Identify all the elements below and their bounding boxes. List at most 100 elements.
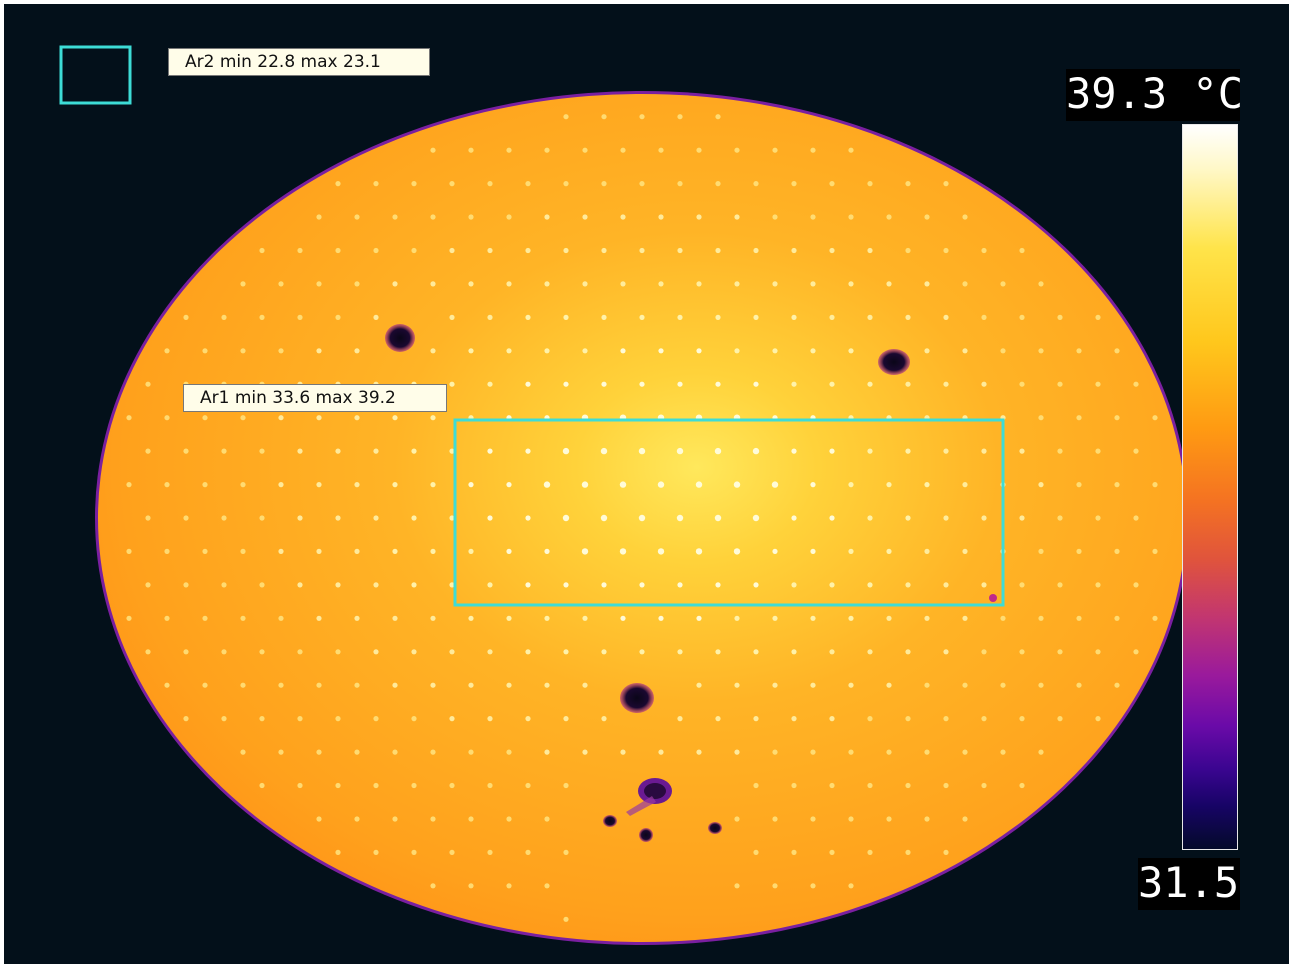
perforation-dot — [373, 247, 379, 254]
perforation-dot — [316, 348, 322, 354]
perforation-dot — [867, 381, 873, 387]
perforation-dot — [373, 515, 379, 521]
perforation-dot — [943, 381, 949, 387]
perforation-dot — [259, 782, 265, 789]
perforation-dot — [600, 514, 608, 522]
perforation-dot — [354, 816, 360, 822]
perforation-dot — [753, 849, 759, 856]
perforation-dot — [582, 281, 588, 287]
perforation-dot — [297, 247, 303, 254]
perforation-dot — [1000, 281, 1006, 287]
perforation-dot — [924, 816, 930, 822]
perforation-dot — [525, 716, 531, 722]
perforation-dot — [791, 247, 797, 254]
thermal-image-frame: Ar2 min 22.8 max 23.1 Ar1 min 33.6 max 3… — [4, 4, 1289, 964]
perforation-dot — [772, 548, 778, 555]
perforation-dot — [468, 682, 474, 688]
perforation-dot — [791, 716, 797, 722]
perforation-dot — [1057, 448, 1063, 454]
perforation-dot — [525, 448, 531, 454]
perforation-dot — [905, 515, 911, 521]
perforation-dot — [316, 682, 322, 688]
perforation-dot — [183, 448, 189, 454]
perforation-dot — [259, 582, 265, 588]
perforation-dot — [771, 481, 779, 488]
perforation-dot — [829, 582, 835, 588]
perforation-dot — [506, 147, 512, 153]
perforation-dot — [543, 481, 551, 488]
perforation-dot — [544, 548, 550, 555]
perforation-dot — [392, 615, 398, 621]
perforation-dot — [183, 716, 189, 722]
perforation-dot — [886, 548, 892, 555]
perforation-dot — [753, 314, 759, 320]
perforation-dot — [1133, 582, 1139, 588]
ar2-measurement-box[interactable] — [59, 45, 132, 105]
perforation-dot — [1000, 749, 1006, 755]
perforation-dot — [544, 883, 550, 889]
perforation-dot — [430, 883, 436, 889]
perforation-dot — [468, 883, 474, 889]
perforation-dot — [1152, 615, 1158, 621]
perforation-dot — [1057, 314, 1063, 320]
perforation-dot — [335, 716, 341, 722]
perforation-dot — [677, 181, 683, 187]
perforation-dot — [297, 314, 303, 320]
perforation-dot — [829, 515, 835, 521]
perforation-dot — [734, 749, 740, 755]
perforation-dot — [772, 883, 778, 889]
perforation-dot — [886, 482, 892, 488]
perforation-dot — [506, 682, 512, 688]
perforation-dot — [715, 381, 721, 387]
perforation-dot — [753, 782, 759, 789]
perforation-dot — [1095, 381, 1101, 387]
perforation-dot — [715, 314, 721, 320]
perforation-dot — [335, 515, 341, 521]
perforation-dot — [772, 348, 778, 354]
perforation-dot — [278, 415, 284, 421]
perforation-dot — [829, 649, 835, 655]
perforation-dot — [677, 314, 683, 320]
perforation-dot — [867, 782, 873, 789]
perforation-dot — [658, 214, 664, 220]
perforation-dot — [810, 816, 816, 822]
perforation-dot — [1095, 649, 1101, 655]
perforation-dot — [791, 515, 797, 521]
perforation-dot — [581, 481, 589, 488]
perforation-dot — [924, 348, 930, 354]
perforation-dot — [544, 281, 550, 287]
perforation-dot — [202, 548, 208, 555]
perforation-dot — [430, 415, 436, 421]
perforation-dot — [1057, 515, 1063, 521]
perforation-dot — [487, 314, 493, 320]
perforation-dot — [734, 682, 740, 688]
perforation-dot — [733, 548, 741, 555]
perforation-dot — [829, 247, 835, 254]
perforation-dot — [753, 649, 759, 655]
perforation-dot — [449, 381, 455, 387]
perforation-dot — [772, 281, 778, 287]
perforation-dot — [848, 816, 854, 822]
perforation-dot — [316, 615, 322, 621]
perforation-dot — [905, 448, 911, 454]
perforation-dot — [619, 548, 627, 555]
perforation-dot — [620, 214, 626, 220]
perforation-dot — [924, 281, 930, 287]
perforation-dot — [962, 548, 968, 555]
perforation-dot — [316, 281, 322, 287]
perforation-dot — [905, 314, 911, 320]
perforation-dot — [753, 181, 759, 187]
perforation-dot — [905, 782, 911, 789]
perforation-dot — [810, 147, 816, 153]
perforation-dot — [962, 214, 968, 220]
ar1-measurement-box[interactable] — [453, 418, 1005, 607]
perforation-dot — [1133, 448, 1139, 454]
perforation-dot — [202, 615, 208, 621]
perforation-dot — [525, 582, 531, 588]
perforation-dot — [525, 515, 531, 521]
perforation-dot — [202, 415, 208, 421]
perforation-dot — [981, 448, 987, 454]
perforation-dot — [715, 582, 721, 588]
perforation-dot — [563, 849, 569, 856]
perforation-dot — [981, 649, 987, 655]
